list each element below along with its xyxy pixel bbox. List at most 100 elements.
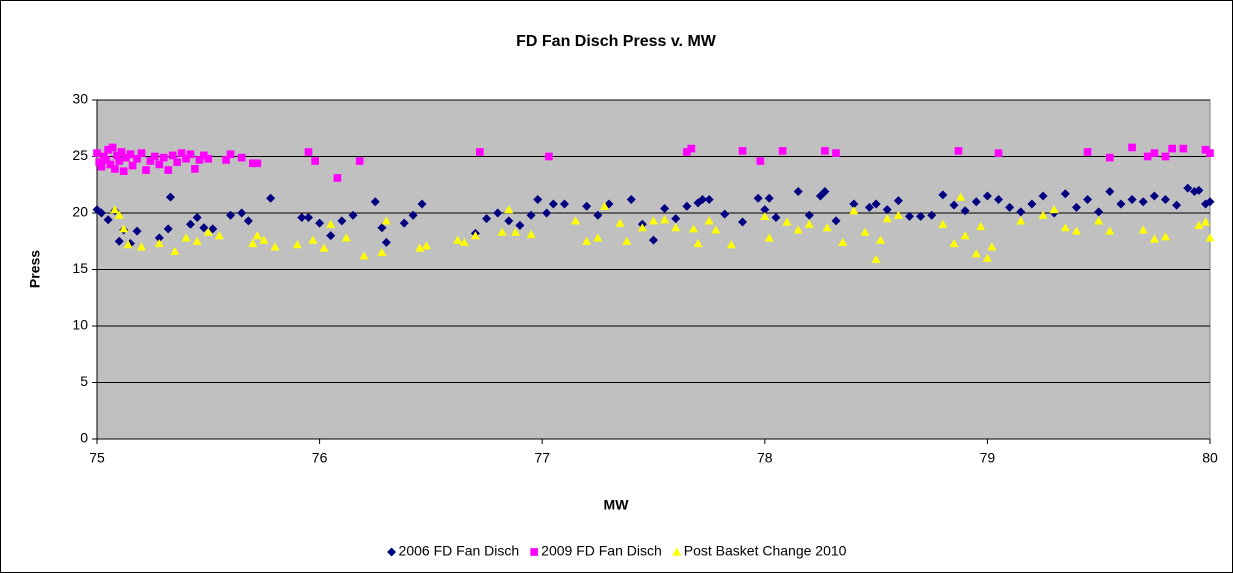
point: [1116, 199, 1126, 209]
point: [976, 222, 986, 231]
point: [849, 206, 859, 215]
point: [1106, 153, 1114, 162]
y-axis-title: Press: [27, 250, 43, 288]
point: [615, 218, 625, 227]
point: [243, 216, 253, 226]
point: [93, 149, 101, 157]
point: [954, 147, 963, 155]
point: [359, 251, 369, 260]
point: [226, 150, 235, 159]
point: [838, 237, 848, 246]
point: [1027, 199, 1037, 209]
point: [377, 223, 387, 233]
point: [778, 147, 787, 155]
point: [252, 231, 262, 240]
point: [882, 205, 892, 215]
point: [849, 199, 859, 209]
point: [137, 242, 147, 251]
point: [199, 223, 209, 233]
point: [214, 231, 224, 240]
y-tick-label: 20: [72, 204, 88, 220]
point: [1205, 197, 1215, 207]
x-tick-label: 75: [89, 450, 105, 466]
point: [1138, 225, 1148, 234]
point: [1105, 226, 1115, 235]
point: [164, 166, 173, 174]
point: [97, 162, 106, 171]
point: [687, 144, 696, 153]
legend-label: Post Basket Change 2010: [684, 543, 847, 559]
point: [1016, 207, 1026, 217]
point: [1128, 143, 1136, 152]
point: [482, 214, 492, 224]
point: [893, 210, 903, 219]
y-tick-label: 5: [80, 373, 88, 389]
point: [421, 241, 431, 250]
point: [115, 157, 124, 165]
point: [938, 219, 948, 228]
point: [497, 227, 507, 236]
x-tick-label: 76: [312, 450, 328, 466]
point: [142, 166, 150, 174]
point: [960, 231, 970, 240]
point: [753, 193, 763, 203]
point: [738, 217, 748, 227]
point: [326, 219, 336, 228]
point: [982, 253, 992, 262]
point: [114, 210, 124, 219]
point: [504, 205, 514, 214]
point: [994, 194, 1004, 204]
point: [417, 199, 427, 209]
legend-marker: [672, 547, 682, 556]
point: [1071, 202, 1081, 212]
point: [1083, 148, 1092, 156]
point: [660, 215, 670, 224]
point: [600, 201, 610, 210]
y-tick-label: 0: [80, 430, 88, 446]
point: [476, 148, 484, 156]
point: [671, 214, 681, 224]
point: [192, 236, 202, 245]
point: [163, 224, 173, 234]
x-tick-label: 77: [534, 450, 550, 466]
point: [114, 236, 124, 246]
point: [982, 191, 992, 201]
point: [949, 200, 959, 210]
point: [110, 205, 120, 214]
point: [159, 153, 168, 162]
point: [208, 224, 218, 234]
point: [266, 193, 276, 203]
point: [822, 223, 832, 232]
point: [226, 210, 236, 220]
point: [333, 174, 342, 182]
point: [864, 202, 874, 212]
point: [760, 205, 770, 215]
point: [582, 201, 592, 211]
point: [760, 211, 770, 220]
point: [168, 151, 177, 160]
point: [871, 199, 881, 209]
point: [671, 223, 681, 232]
point: [904, 211, 914, 221]
x-tick-label: 80: [1202, 450, 1218, 466]
point: [1083, 194, 1093, 204]
point: [1127, 194, 1137, 204]
point: [1160, 232, 1170, 241]
point: [337, 216, 347, 226]
y-tick-label: 25: [72, 147, 88, 163]
point: [192, 213, 202, 223]
point: [304, 148, 313, 156]
x-axis-title: MW: [604, 497, 630, 513]
point: [110, 165, 119, 173]
point: [526, 210, 536, 220]
point: [1094, 216, 1104, 225]
point: [693, 239, 703, 248]
point: [711, 225, 721, 234]
point: [132, 226, 142, 236]
point: [542, 208, 552, 218]
point: [764, 233, 774, 242]
point: [173, 158, 181, 166]
point: [820, 187, 830, 197]
point: [297, 213, 307, 223]
point: [821, 147, 829, 155]
